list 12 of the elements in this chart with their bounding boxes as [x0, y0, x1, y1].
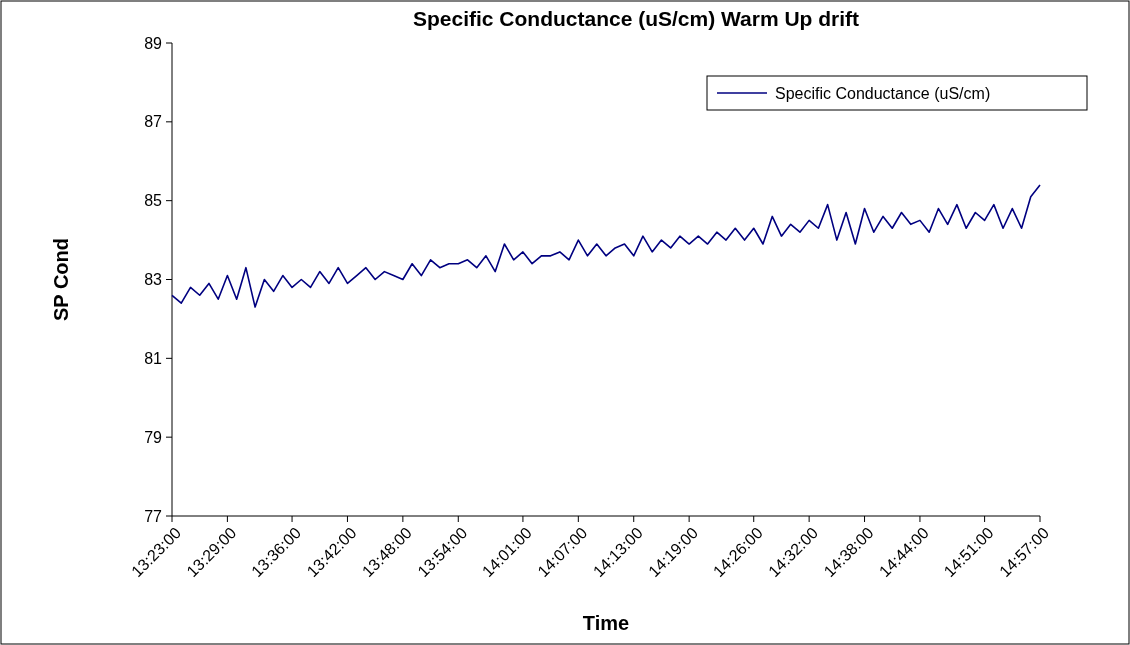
y-tick-label: 77: [144, 507, 163, 525]
y-tick-label: 79: [144, 428, 163, 446]
chart-title: Specific Conductance (uS/cm) Warm Up drift: [412, 7, 860, 30]
y-tick-label: 85: [144, 192, 163, 210]
line-series: [171, 184, 1041, 308]
y-axis-title: SP Cond: [50, 238, 72, 321]
y-tick-label: 87: [144, 113, 163, 131]
y-tick-label: 89: [144, 34, 163, 52]
legend-label: Specific Conductance (uS/cm): [775, 84, 991, 102]
y-tick-label: 83: [144, 271, 163, 289]
y-tick-label: 81: [144, 349, 163, 367]
x-axis-title: Time: [582, 612, 630, 634]
